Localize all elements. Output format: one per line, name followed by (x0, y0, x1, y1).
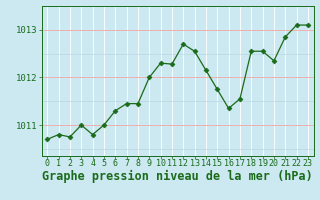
X-axis label: Graphe pression niveau de la mer (hPa): Graphe pression niveau de la mer (hPa) (42, 170, 313, 183)
